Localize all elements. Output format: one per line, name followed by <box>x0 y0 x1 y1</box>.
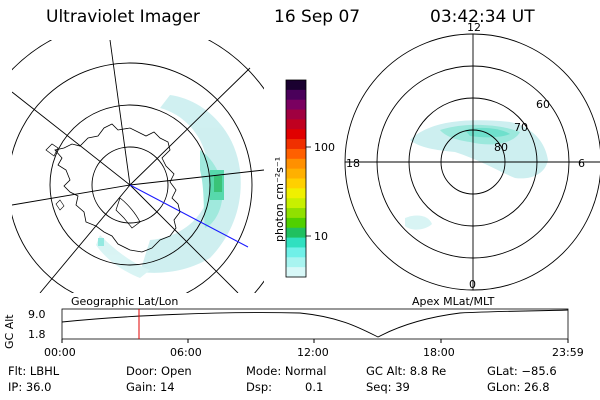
colorbar-band <box>286 257 306 268</box>
mlt-label-6: 6 <box>578 157 585 170</box>
right-map-caption: Apex MLat/MLT <box>412 295 495 308</box>
x-ticks <box>61 339 569 343</box>
x-tick-0000: 00:00 <box>44 346 76 359</box>
colorbar-band <box>286 188 306 199</box>
info-mode: Mode: Normal <box>246 364 327 378</box>
mlat-label-60: 60 <box>536 98 550 111</box>
altitude-ytick-min: 1.8 <box>28 328 46 341</box>
altitude-ytick-max: 9.0 <box>28 308 46 321</box>
colorbar <box>286 80 306 278</box>
info-flt: Flt: LBHL <box>8 364 60 378</box>
colorbar-band <box>286 158 306 170</box>
coastline <box>54 123 181 253</box>
info-dsp-value: 0.1 <box>305 380 324 394</box>
info-seq: Seq: 39 <box>366 380 410 394</box>
info-door: Door: Open <box>126 364 192 378</box>
x-tick-0600: 06:00 <box>170 346 202 359</box>
colorbar-band <box>286 80 306 91</box>
altitude-plot-frame <box>61 308 569 340</box>
info-glat: GLat: −85.6 <box>487 364 557 378</box>
info-ip: IP: 36.0 <box>8 380 52 394</box>
colorbar-band <box>286 227 306 239</box>
colorbar-band <box>286 247 306 258</box>
altitude-ylabel: GC Alt <box>3 314 16 349</box>
mlat-label-70: 70 <box>514 121 528 134</box>
info-gc-alt: GC Alt: 8.8 Re <box>366 364 447 378</box>
mlt-label-0: 0 <box>469 278 476 291</box>
mlt-label-12: 12 <box>467 21 481 34</box>
colorbar-band <box>286 208 306 219</box>
colorbar-band <box>286 119 306 130</box>
x-tick-2359: 23:59 <box>552 346 584 359</box>
app-title: Ultraviolet Imager <box>46 7 200 27</box>
colorbar-band <box>286 129 306 140</box>
colorbar-band <box>286 148 306 160</box>
left-map-caption: Geographic Lat/Lon <box>71 295 179 308</box>
colorbar-tick-10: 10 <box>314 230 328 243</box>
info-glon: GLon: 26.8 <box>487 380 550 394</box>
altitude-curve <box>61 309 569 338</box>
colorbar-tick-100: 100 <box>314 141 335 154</box>
right-emission-region <box>405 120 548 230</box>
colorbar-band <box>286 198 306 209</box>
colorbar-band <box>286 139 306 150</box>
colorbar-band <box>286 89 306 101</box>
colorbar-band <box>286 237 306 248</box>
geographic-map <box>12 40 264 293</box>
date-label: 16 Sep 07 <box>274 7 361 27</box>
colorbar-band <box>286 217 306 229</box>
colorbar-band <box>286 109 306 120</box>
info-gain: Gain: 14 <box>126 380 175 394</box>
mlat-label-80: 80 <box>494 141 508 154</box>
colorbar-band <box>286 267 306 278</box>
left-emission-region <box>96 95 241 278</box>
colorbar-frame <box>285 79 307 278</box>
time-label: 03:42:34 UT <box>430 7 535 27</box>
info-dsp-label: Dsp: <box>246 380 273 394</box>
colorbar-unit-label: photon cm⁻²s⁻¹ <box>273 156 286 242</box>
colorbar-band <box>286 168 306 179</box>
magnetic-map <box>344 33 600 291</box>
mlt-label-18: 18 <box>346 157 360 170</box>
colorbar-band <box>286 178 306 189</box>
x-tick-1800: 18:00 <box>423 346 455 359</box>
x-tick-1200: 12:00 <box>297 346 329 359</box>
colorbar-band <box>286 99 306 111</box>
